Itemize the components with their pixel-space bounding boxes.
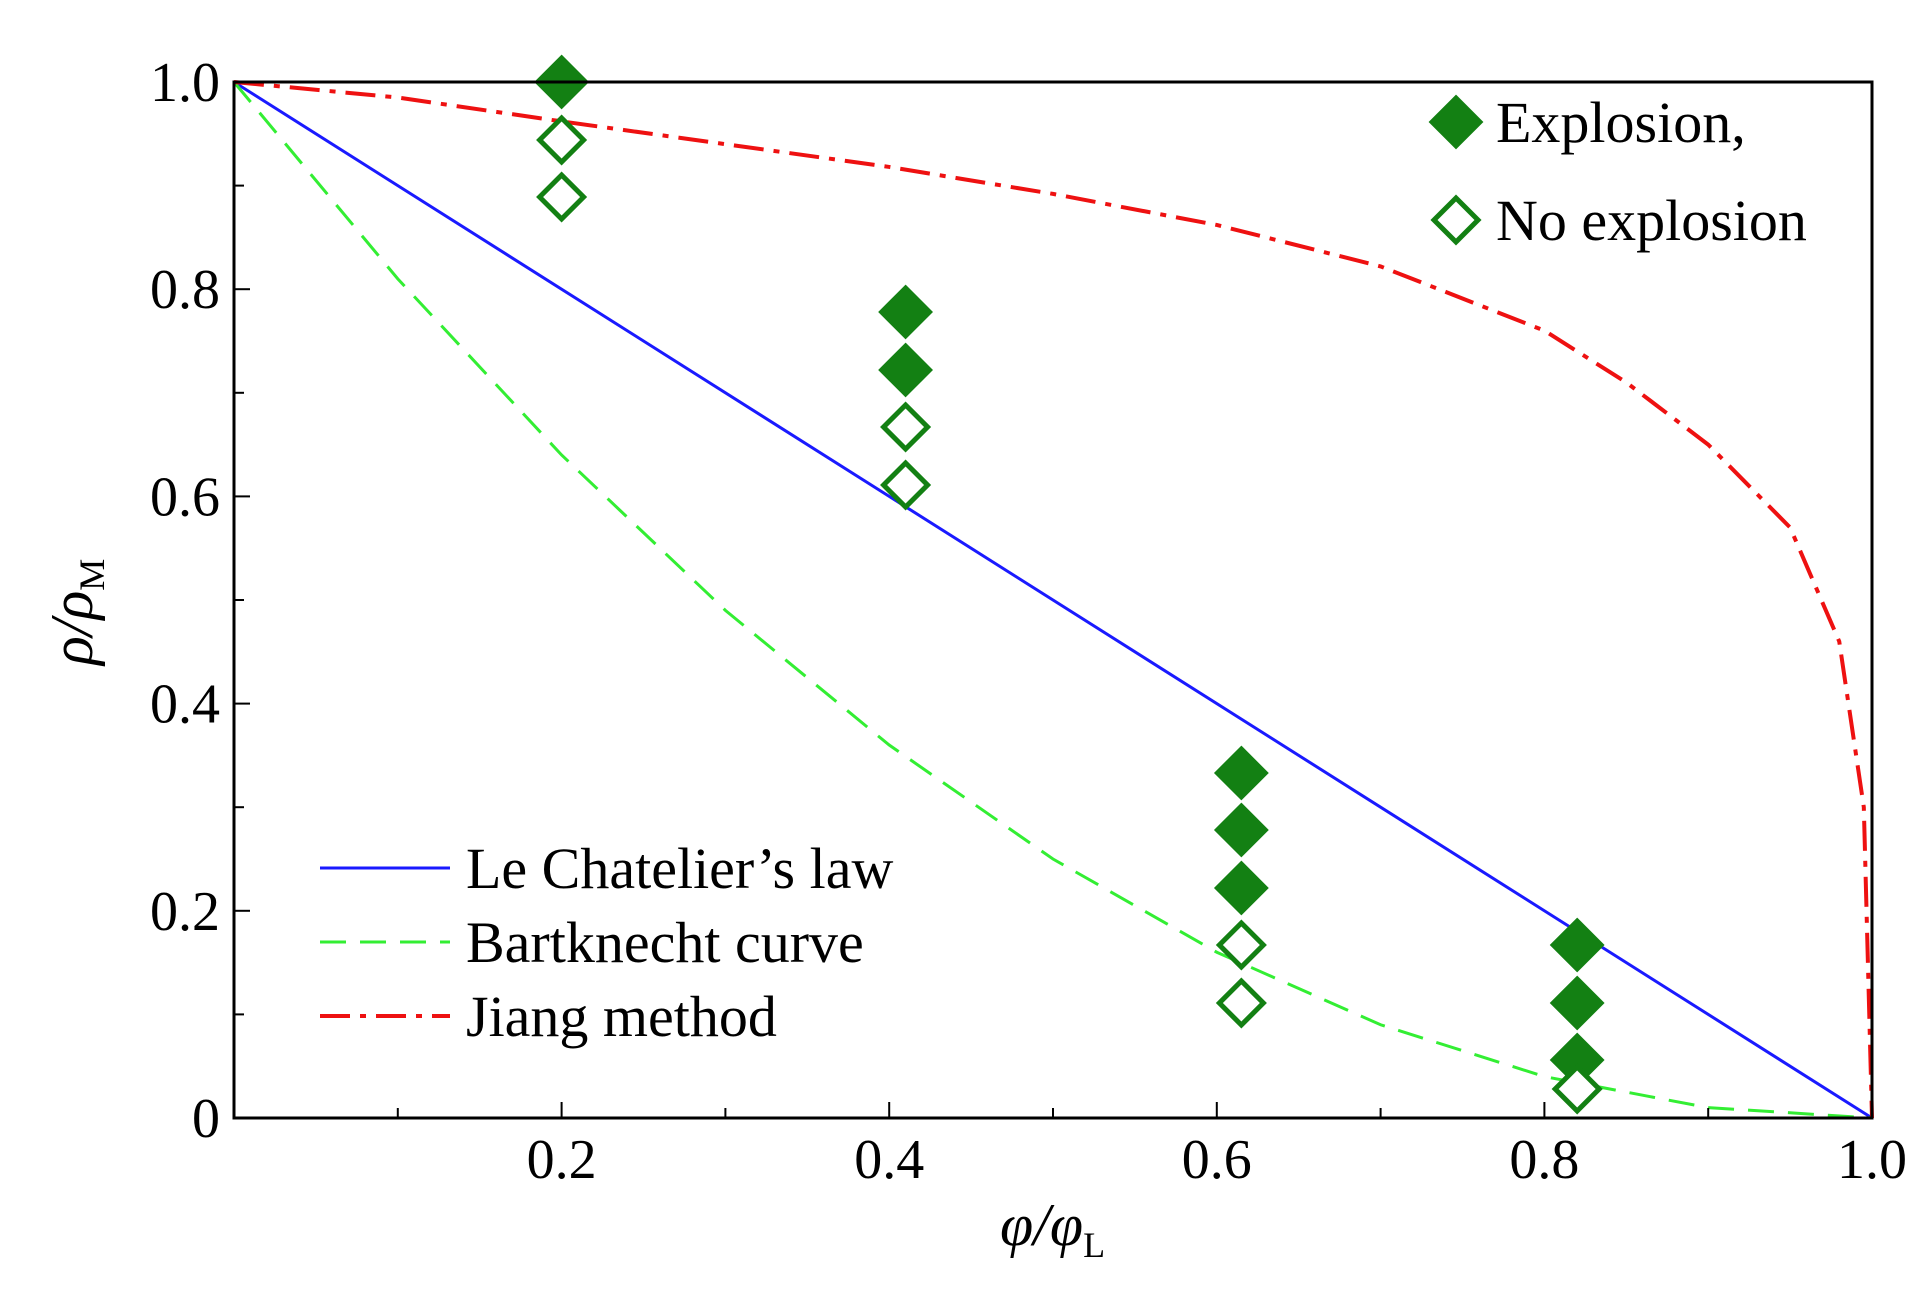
explosion-marker (878, 342, 933, 398)
no-explosion-marker (880, 401, 932, 453)
y-tick-label: 0.4 (150, 674, 220, 736)
y-tick-label: 0 (192, 1088, 220, 1150)
y-tick-label: 1.0 (150, 52, 220, 114)
y-axis-ticks: 0 0.2 0.4 0.6 0.8 1.0 (150, 52, 250, 1150)
y-tick-label: 0.6 (150, 466, 220, 528)
x-tick-label: 1.0 (1837, 1129, 1907, 1191)
y-axis-title: ρ/ρM (39, 559, 112, 667)
x-axis-title: φ/φL (1000, 1192, 1105, 1265)
legend-label-bartknecht-curve: Bartknecht curve (466, 910, 864, 975)
legend-markers: Explosion, No explosion (1428, 90, 1807, 253)
y-tick-label: 0.2 (150, 881, 220, 943)
legend-lines: Le Chatelier’s law Bartknecht curve Jiang … (320, 836, 893, 1049)
no-explosion-marker (536, 114, 588, 166)
legend-label-le-chatelier-s-law: Le Chatelier’s law (466, 836, 893, 901)
no-explosion-marker (1215, 977, 1267, 1029)
explosion-marker (1549, 975, 1605, 1031)
x-tick-label: 0.2 (527, 1129, 597, 1191)
legend-label-explosion: Explosion, (1496, 90, 1746, 155)
no-explosion-marker (536, 171, 588, 223)
explosion-marker (1549, 917, 1605, 973)
no-explosion-marker (1215, 919, 1267, 971)
legend-swatch-explosion (1428, 94, 1484, 150)
explosion-marker (878, 284, 933, 340)
legend-swatch-no-explosion (1430, 194, 1482, 246)
x-tick-label: 0.6 (1182, 1129, 1252, 1191)
x-tick-label: 0.8 (1509, 1129, 1579, 1191)
legend-label-jiang-method: Jiang method (466, 984, 777, 1049)
explosion-marker (1213, 860, 1269, 916)
legend-label-no-explosion: No explosion (1496, 188, 1807, 253)
x-tick-label: 0.4 (854, 1129, 924, 1191)
series-line-jiang-method (233, 80, 1874, 1119)
y-tick-label: 0.8 (150, 259, 220, 321)
explosion-marker (1213, 745, 1269, 801)
no-explosion-marker (880, 459, 932, 511)
plot-markers (534, 54, 1605, 1115)
no-explosion-marker (1551, 1063, 1603, 1115)
x-axis-ticks: 0.2 0.4 0.6 0.8 1.0 (396, 1102, 1907, 1191)
explosion-marker (1213, 802, 1269, 858)
